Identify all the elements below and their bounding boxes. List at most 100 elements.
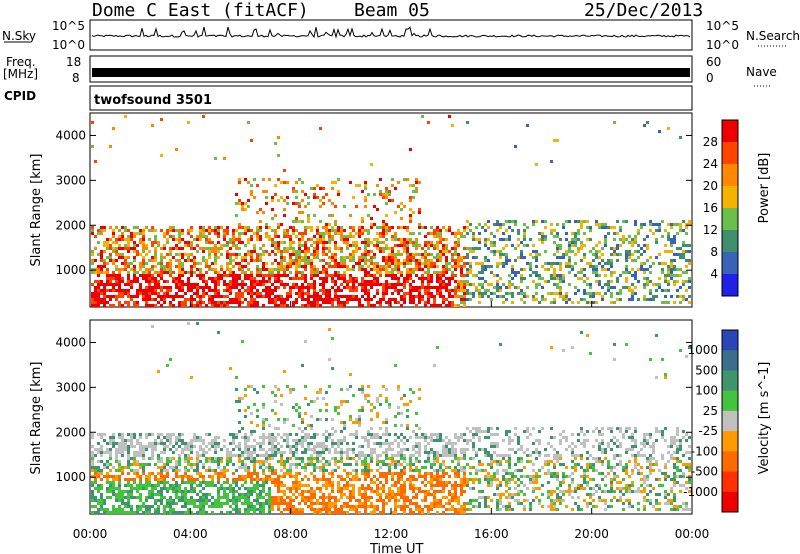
heatmap-cell bbox=[262, 211, 265, 214]
heatmap-cell bbox=[502, 262, 505, 265]
heatmap-cell bbox=[298, 442, 301, 445]
heatmap-cell bbox=[262, 442, 265, 445]
heatmap-cell bbox=[313, 511, 316, 514]
heatmap-cell bbox=[619, 226, 622, 229]
heatmap-cell bbox=[358, 493, 361, 496]
heatmap-cell bbox=[349, 259, 352, 262]
heatmap-cell bbox=[649, 280, 652, 283]
heatmap-cell bbox=[307, 490, 310, 493]
heatmap-cell bbox=[673, 253, 676, 256]
heatmap-cell bbox=[241, 451, 244, 454]
heatmap-cell bbox=[358, 421, 361, 424]
heatmap-cell bbox=[283, 271, 286, 274]
heatmap-cell bbox=[178, 238, 181, 241]
heatmap-cell bbox=[235, 436, 238, 439]
heatmap-cell bbox=[169, 487, 172, 490]
heatmap-cell bbox=[295, 445, 298, 448]
heatmap-cell bbox=[487, 289, 490, 292]
heatmap-cell bbox=[334, 499, 337, 502]
heatmap-cell bbox=[94, 472, 97, 475]
heatmap-cell bbox=[367, 295, 370, 298]
heatmap-cell bbox=[679, 268, 682, 271]
heatmap-cell bbox=[361, 283, 364, 286]
heatmap-cell bbox=[127, 235, 130, 238]
heatmap-cell bbox=[400, 304, 403, 307]
heatmap-cell bbox=[238, 493, 241, 496]
heatmap-cell bbox=[598, 262, 601, 265]
heatmap-cell bbox=[121, 442, 124, 445]
heatmap-cell bbox=[391, 484, 394, 487]
heatmap-cell bbox=[268, 289, 271, 292]
heatmap-cell bbox=[403, 280, 406, 283]
heatmap-cell bbox=[268, 433, 271, 436]
heatmap-cell bbox=[433, 301, 436, 304]
heatmap-cell bbox=[385, 457, 388, 460]
heatmap-cell bbox=[673, 241, 676, 244]
heatmap-cell bbox=[184, 283, 187, 286]
heatmap-cell bbox=[184, 298, 187, 301]
heatmap-cell bbox=[424, 256, 427, 259]
heatmap-cell bbox=[427, 454, 430, 457]
heatmap-cell bbox=[292, 505, 295, 508]
heatmap-cell bbox=[187, 244, 190, 247]
heatmap-cell bbox=[292, 187, 295, 190]
heatmap-cell bbox=[196, 439, 199, 442]
heatmap-cell bbox=[424, 277, 427, 280]
heatmap-cell bbox=[118, 490, 121, 493]
heatmap-cell bbox=[178, 295, 181, 298]
heatmap-cell bbox=[409, 232, 412, 235]
heatmap-cell bbox=[262, 244, 265, 247]
heatmap-cell bbox=[241, 340, 244, 343]
heatmap-cell bbox=[151, 289, 154, 292]
heatmap-cell bbox=[361, 406, 364, 409]
heatmap-cell bbox=[310, 295, 313, 298]
heatmap-cell bbox=[457, 253, 460, 256]
heatmap-cell bbox=[352, 475, 355, 478]
heatmap-cell bbox=[109, 436, 112, 439]
heatmap-cell bbox=[202, 481, 205, 484]
heatmap-cell bbox=[379, 178, 382, 181]
heatmap-cell bbox=[100, 232, 103, 235]
heatmap-cell bbox=[184, 244, 187, 247]
heatmap-cell bbox=[676, 223, 679, 226]
heatmap-cell bbox=[232, 478, 235, 481]
heatmap-cell bbox=[289, 388, 292, 391]
heatmap-cell bbox=[670, 241, 673, 244]
heatmap-cell bbox=[394, 466, 397, 469]
heatmap-cell bbox=[361, 454, 364, 457]
heatmap-cell bbox=[145, 277, 148, 280]
heatmap-cell bbox=[355, 250, 358, 253]
heatmap-cell bbox=[232, 244, 235, 247]
heatmap-cell bbox=[349, 478, 352, 481]
heatmap-cell bbox=[103, 241, 106, 244]
heatmap-cell bbox=[163, 442, 166, 445]
heatmap-cell bbox=[673, 283, 676, 286]
heatmap-cell bbox=[301, 451, 304, 454]
heatmap-cell bbox=[571, 250, 574, 253]
heatmap-cell bbox=[307, 304, 310, 307]
heatmap-cell bbox=[100, 283, 103, 286]
heatmap-cell bbox=[223, 301, 226, 304]
heatmap-cell bbox=[286, 229, 289, 232]
heatmap-cell bbox=[391, 271, 394, 274]
heatmap-cell bbox=[280, 403, 283, 406]
heatmap-cell bbox=[238, 304, 241, 307]
heatmap-cell bbox=[667, 280, 670, 283]
heatmap-cell bbox=[208, 232, 211, 235]
heatmap-cell bbox=[373, 490, 376, 493]
heatmap-cell bbox=[241, 286, 244, 289]
heatmap-cell bbox=[277, 268, 280, 271]
heatmap-cell bbox=[346, 388, 349, 391]
heatmap-cell bbox=[133, 280, 136, 283]
heatmap-cell bbox=[613, 301, 616, 304]
heatmap-cell bbox=[535, 271, 538, 274]
heatmap-cell bbox=[256, 232, 259, 235]
heatmap-cell bbox=[379, 472, 382, 475]
heatmap-cell bbox=[238, 226, 241, 229]
heatmap-cell bbox=[427, 265, 430, 268]
heatmap-cell bbox=[433, 457, 436, 460]
heatmap-cell bbox=[259, 496, 262, 499]
heatmap-cell bbox=[301, 499, 304, 502]
heatmap-cell bbox=[142, 277, 145, 280]
heatmap-cell bbox=[382, 292, 385, 295]
